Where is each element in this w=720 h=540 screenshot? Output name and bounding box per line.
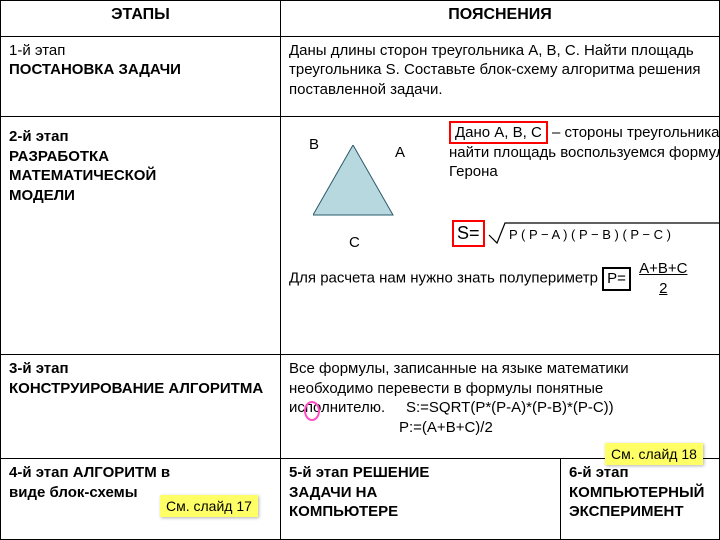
- stage6-l1: 6-й этап: [569, 463, 711, 483]
- semiperimeter-line: Для расчета нам нужно знать полупериметр…: [289, 259, 720, 298]
- triangle-icon: [313, 145, 395, 219]
- stage1-cell: 1-й этап ПОСТАНОВКА ЗАДАЧИ: [1, 36, 281, 117]
- frac-den: 2: [639, 279, 687, 299]
- stage2-t1: РАЗРАБОТКА: [9, 148, 109, 165]
- stage6-l3: ЭКСПЕРИМЕНТ: [569, 502, 711, 522]
- stage1-num: 1-й этап: [9, 42, 65, 59]
- stage2-num: 2-й этап: [9, 128, 69, 145]
- stage2-t2: МАТЕМАТИЧЕСКОЙ: [9, 167, 156, 184]
- heron-formula: S= P ( P − A ) ( P − B ) ( P − C ): [452, 219, 720, 247]
- fraction: A+B+C 2: [639, 259, 687, 298]
- sticky-slide17[interactable]: См. слайд 17: [160, 495, 258, 517]
- stage3-num: 3-й этап: [9, 360, 69, 377]
- stage5-l1: 5-й этап РЕШЕНИЕ: [289, 463, 552, 483]
- frac-num: A+B+C: [639, 260, 687, 277]
- stage6-cell: 6-й этап КОМПЬЮТЕРНЫЙ ЭКСПЕРИМЕНТ: [561, 459, 720, 540]
- stage5-l2: ЗАДАЧИ НА: [289, 483, 552, 503]
- stage4-l1: 4-й этап АЛГОРИТМ в: [9, 463, 272, 483]
- header-stages: ЭТАПЫ: [1, 1, 281, 37]
- sticky-slide18[interactable]: См. слайд 18: [605, 443, 703, 465]
- stage1-title: ПОСТАНОВКА ЗАДАЧИ: [9, 61, 181, 78]
- triangle-diagram: B A C: [299, 131, 419, 251]
- svg-text:P ( P − A ) ( P − B ) ( P − C: P ( P − A ) ( P − B ) ( P − C ): [509, 227, 671, 242]
- formula-s: S:=SQRT(P*(P-A)*(P-B)*(P-C)): [406, 399, 614, 416]
- stage3-cell: 3-й этап КОНСТРУИРОВАНИЕ АЛГОРИТМА: [1, 355, 281, 459]
- header-explanation: ПОЯСНЕНИЯ: [281, 1, 720, 37]
- row-stage1: 1-й этап ПОСТАНОВКА ЗАДАЧИ Даны длины ст…: [1, 36, 720, 117]
- stage3-title: КОНСТРУИРОВАНИЕ АЛГОРИТМА: [9, 380, 263, 397]
- row-stage2: 2-й этап РАЗРАБОТКА МАТЕМАТИЧЕСКОЙ МОДЕЛ…: [1, 117, 720, 355]
- semi-text: Для расчета нам нужно знать полупериметр: [289, 270, 602, 287]
- formula-p: P:=(A+B+C)/2: [289, 418, 711, 438]
- s-equals: S=: [452, 220, 485, 247]
- stage5-l3: КОМПЬЮТЕРЕ: [289, 502, 552, 522]
- stage3-line2: необходимо перевести в формулы понятные: [289, 379, 711, 399]
- stage2-cell: 2-й этап РАЗРАБОТКА МАТЕМАТИЧЕСКОЙ МОДЕЛ…: [1, 117, 281, 355]
- stage1-text: Даны длины сторон треугольника A, B, C. …: [281, 36, 720, 117]
- stage2-content: B A C Дано A, B, C – стороны треугольник…: [281, 117, 720, 355]
- sqrt-icon: P ( P − A ) ( P − B ) ( P − C ): [487, 219, 720, 247]
- header-row: ЭТАПЫ ПОЯСНЕНИЯ: [1, 1, 720, 37]
- row-stage456: 4-й этап АЛГОРИТМ в виде блок-схемы 5-й …: [1, 459, 720, 540]
- vertex-a: A: [395, 143, 405, 163]
- stage3-line1: Все формулы, записанные на языке математ…: [289, 359, 711, 379]
- stage2-t3: МОДЕЛИ: [9, 187, 75, 204]
- given-highlight: Дано A, B, C: [449, 121, 548, 144]
- given-text: Дано A, B, C – стороны треугольника, что…: [449, 123, 720, 182]
- vertex-b: B: [309, 135, 319, 155]
- stage5-cell: 5-й этап РЕШЕНИЕ ЗАДАЧИ НА КОМПЬЮТЕРЕ: [281, 459, 561, 540]
- given-prefix: Дано A, B, C: [455, 124, 542, 141]
- p-equals: P=: [602, 267, 631, 291]
- stage6-l2: КОМПЬЮТЕРНЫЙ: [569, 483, 711, 503]
- vertex-c: C: [349, 233, 360, 253]
